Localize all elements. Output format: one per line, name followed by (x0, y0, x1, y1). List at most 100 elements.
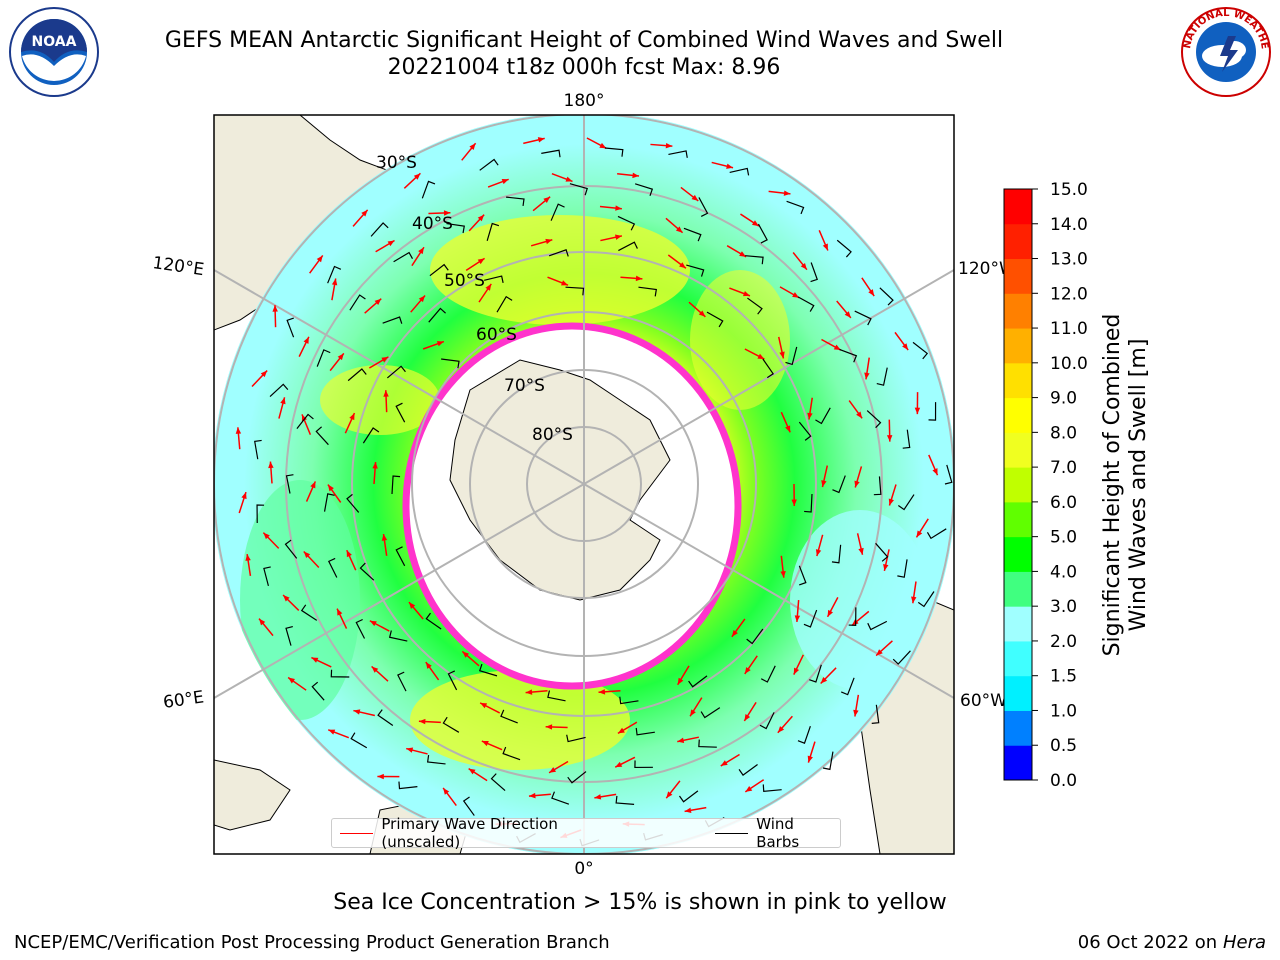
wind-barb (484, 275, 504, 284)
wind-barb (256, 504, 265, 524)
wave-arrow-head (311, 657, 319, 663)
wave-arrow-head (615, 761, 623, 768)
wind-barb (284, 539, 298, 559)
wave-arrow-head (594, 794, 602, 800)
wind-barb (496, 295, 513, 313)
colorbar-tick-label: 13.0 (1050, 250, 1088, 270)
wave-arrow-head (549, 767, 557, 773)
wind-barb (285, 626, 293, 646)
wind-barb (421, 180, 436, 199)
wave-arrow-head (543, 196, 551, 203)
wave-arrow-head (303, 551, 311, 559)
footer-date-text: 06 Oct 2022 on (1077, 932, 1218, 953)
colorbar-segment (1004, 293, 1032, 329)
wind-barb (810, 262, 819, 283)
colorbar-segment (1004, 745, 1032, 781)
colorbar-tick-label: 4.0 (1050, 562, 1077, 582)
wave-arrow-head (349, 413, 355, 421)
wave-arrow-head (807, 755, 813, 763)
wind-barb (350, 732, 368, 749)
wind-barb (897, 559, 908, 578)
wave-arrow-head (780, 570, 786, 578)
wave-arrow-head (916, 530, 923, 538)
wave-arrow-head (361, 209, 368, 217)
wind-barb (316, 349, 331, 367)
legend-item-wind-barbs: Wind Barbs (707, 815, 840, 851)
wave-arrow-head (856, 411, 863, 419)
wind-barb (879, 287, 894, 306)
colorbar-tick-label: 7.0 (1050, 458, 1077, 478)
wind-barb (619, 696, 639, 705)
wave-arrow-head (820, 676, 828, 684)
lat-label-40s: 40°S (412, 214, 453, 234)
wave-arrow-head (241, 492, 247, 500)
wave-arrow-head (827, 609, 833, 617)
wave-arrow-head (720, 760, 728, 766)
wind-barb (706, 311, 724, 328)
wind-barb (426, 755, 446, 765)
wave-arrow-head (443, 210, 451, 216)
lon-label-60e: 60°E (162, 687, 205, 712)
wind-barb (286, 317, 295, 338)
colorbar-tick-label: 0.5 (1050, 736, 1077, 756)
wave-arrow-head (911, 596, 917, 604)
wind-barb (797, 296, 815, 312)
wind-barb (346, 493, 360, 513)
wind-barb (269, 383, 289, 397)
wind-barb (285, 474, 294, 494)
colorbar-frame (1003, 188, 1033, 781)
wind-barb (634, 760, 653, 769)
wave-arrow-head (615, 205, 622, 211)
wind-barb (803, 609, 818, 628)
wave-arrow-head (783, 190, 791, 196)
wind-barb (386, 365, 406, 379)
wind-barb (836, 239, 852, 258)
graticule (214, 115, 954, 854)
colorbar-segment (1004, 467, 1032, 503)
colorbar-tick-label: 9.0 (1050, 389, 1077, 409)
wind-barb (871, 704, 880, 724)
wind-barb (848, 607, 857, 626)
wind-barb (398, 781, 418, 790)
wave-arrow-head (545, 724, 553, 730)
wind-barb (323, 493, 335, 512)
lon-label-120e: 120°E (151, 253, 205, 280)
wave-arrow-head (785, 425, 791, 433)
wave-arrow-head (268, 461, 274, 469)
wave-arrow-head (377, 773, 384, 780)
wave-arrow-head (844, 311, 851, 318)
wave-arrow-head (744, 667, 751, 674)
wind-barb (327, 265, 342, 284)
wind-barb (683, 227, 702, 242)
footer-date: 06 Oct 2022 on Hera (1078, 932, 1266, 953)
wind-barb (397, 671, 407, 692)
footer-host: Hera (1222, 932, 1266, 953)
wind-barb (362, 427, 380, 444)
noaa-logo-text: NOAA (32, 34, 77, 50)
wave-arrow-head (418, 247, 424, 255)
colorbar-segment (1004, 328, 1032, 364)
wind-barb (926, 528, 947, 540)
colorbar-tick-label: 3.0 (1050, 597, 1077, 617)
wind-barb (566, 734, 586, 743)
antarctica (449, 359, 671, 601)
wind-barb (442, 716, 460, 733)
wind-barb (500, 709, 518, 724)
wind-barb (618, 241, 638, 252)
wave-arrow-head (821, 480, 827, 488)
wind-barb (428, 307, 446, 323)
wave-arrow-head (477, 258, 485, 265)
wind-barb (804, 493, 813, 513)
wave-arrow-head (288, 677, 295, 684)
wave-arrow-head (418, 295, 426, 303)
wave-arrow-head (371, 666, 379, 673)
wind-barb (634, 183, 654, 196)
wave-arrow-head (726, 163, 734, 169)
wave-arrow-head (561, 280, 569, 286)
wave-arrow-head (698, 310, 706, 317)
wind-barb (875, 542, 889, 562)
wave-arrow-head (635, 275, 643, 282)
map-frame (213, 114, 955, 855)
wind-barb (917, 591, 935, 608)
wave-arrow-head (353, 709, 361, 715)
